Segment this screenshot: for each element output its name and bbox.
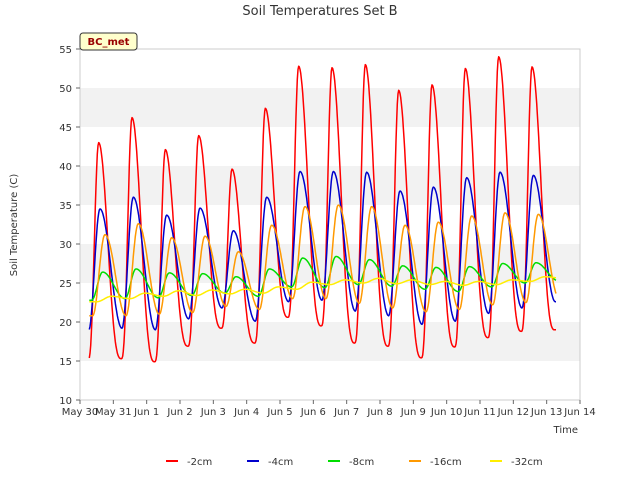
x-axis-title: Time — [553, 425, 578, 436]
y-tick-label: 50 — [59, 84, 72, 95]
x-tick-label: May 31 — [95, 407, 132, 418]
y-tick-label: 10 — [59, 396, 72, 407]
x-tick-label: May 30 — [62, 407, 99, 418]
legend: -2cm -4cm -8cm -16cm -32cm — [166, 457, 543, 468]
y-tick-label: 45 — [59, 123, 72, 134]
x-tick-label: Jun 8 — [366, 407, 392, 418]
y-tick-label: 40 — [59, 162, 72, 173]
series-line-minus-2cm — [88, 56, 557, 363]
x-tick-label: Jun 2 — [166, 407, 192, 418]
x-tick-label: Jun 4 — [233, 407, 259, 418]
x-tick-label: Jun 14 — [563, 407, 596, 418]
x-tick-label: Jun 7 — [333, 407, 359, 418]
x-tick-label: Jun 12 — [497, 407, 530, 418]
x-tick-label: Jun 1 — [133, 407, 159, 418]
x-tick-label: Jun 3 — [200, 407, 226, 418]
plot-band — [80, 322, 580, 361]
x-tick-label: Jun 10 — [430, 407, 463, 418]
x-tick-label: Jun 11 — [463, 407, 496, 418]
y-tick-label: 55 — [59, 45, 72, 56]
plot-band — [80, 205, 580, 244]
series-line-minus-16cm — [89, 204, 557, 317]
station-badge: BC_met — [79, 32, 138, 51]
plot-band — [80, 127, 580, 166]
station-badge-box — [79, 32, 138, 51]
plot-band — [80, 361, 580, 400]
y-tick-label: 20 — [59, 318, 72, 329]
station-badge-label: BC_met — [88, 37, 130, 48]
legend-label: -16cm — [430, 457, 462, 468]
series-line-minus-8cm — [89, 255, 557, 301]
x-tick-label: Jun 5 — [266, 407, 292, 418]
legend-label: -32cm — [511, 457, 543, 468]
series-line-minus-4cm — [88, 170, 557, 331]
series-line-minus-32cm — [89, 276, 557, 303]
y-tick-label: 15 — [59, 357, 72, 368]
series-lines — [88, 56, 557, 363]
y-axis: 10 15 20 25 30 35 40 45 50 55 — [59, 45, 80, 407]
y-tick-label: 35 — [59, 201, 72, 212]
legend-label: -4cm — [268, 457, 293, 468]
y-tick-label: 25 — [59, 279, 72, 290]
x-tick-label: Jun 9 — [400, 407, 426, 418]
x-tick-label: Jun 6 — [300, 407, 326, 418]
plot-frame — [79, 48, 581, 401]
y-axis-title: Soil Temperature (C) — [9, 174, 20, 277]
chart-title: Soil Temperatures Set B — [242, 4, 397, 19]
legend-label: -2cm — [187, 457, 212, 468]
y-tick-label: 30 — [59, 240, 72, 251]
legend-label: -8cm — [349, 457, 374, 468]
x-tick-label: Jun 13 — [530, 407, 563, 418]
